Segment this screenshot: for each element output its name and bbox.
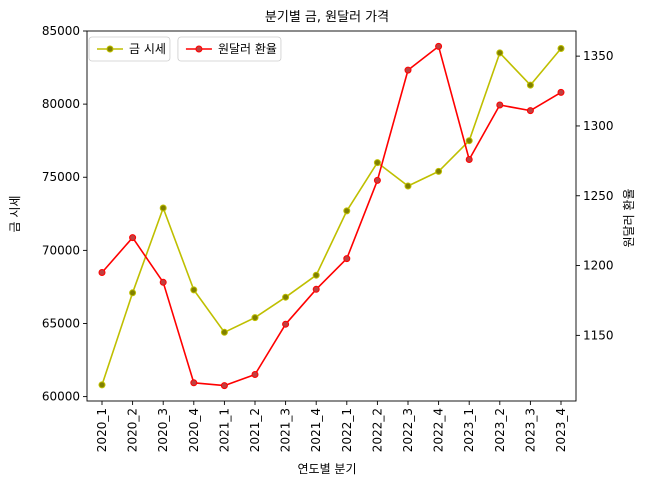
data-point-0-15 [557, 45, 565, 52]
x-tick-label-11: 2022_4 [432, 408, 446, 452]
x-tick-label-12: 2023_1 [462, 408, 476, 452]
data-point-0-7 [312, 271, 320, 279]
x-axis-label: 연도별 분기 [297, 462, 356, 476]
legend-label-0: 금 시세 [129, 42, 166, 56]
data-point-1-6 [282, 320, 290, 328]
legend: 금 시세 원달러 환율 [88, 36, 282, 62]
data-point-0-10 [404, 182, 412, 190]
data-point-1-2 [159, 278, 167, 286]
y-right-tick-label-1: 1200 [583, 259, 614, 273]
data-point-0-12 [465, 137, 473, 145]
data-point-1-8 [343, 255, 351, 263]
y-axis-right-label: 원달러 환율 [622, 188, 636, 247]
y-right-tick-label-3: 1300 [583, 119, 614, 133]
x-tick-label-6: 2021_3 [279, 408, 293, 452]
data-point-0-1 [129, 289, 137, 297]
data-point-1-10 [404, 66, 412, 74]
x-tick-label-8: 2022_1 [340, 408, 354, 452]
legend-marker-1 [195, 45, 203, 53]
data-point-0-14 [526, 81, 534, 89]
legend-label-1: 원달러 환율 [218, 42, 277, 56]
data-point-1-5 [251, 371, 259, 378]
data-point-1-7 [312, 285, 320, 293]
legend-entry-1: 원달러 환율 [177, 36, 282, 62]
data-point-0-6 [282, 293, 290, 301]
data-point-1-1 [129, 234, 137, 242]
data-point-0-13 [496, 49, 504, 57]
x-tick-label-3: 2020_4 [187, 408, 201, 452]
x-tick-label-10: 2022_3 [401, 408, 415, 452]
y-left-tick-label-0: 60000 [42, 390, 80, 404]
data-point-0-8 [343, 207, 351, 215]
x-tick-label-14: 2023_3 [523, 408, 537, 452]
y-left-tick-label-5: 85000 [42, 24, 80, 38]
data-point-1-4 [220, 382, 228, 390]
data-point-0-2 [159, 204, 167, 212]
plot-frame [86, 30, 577, 402]
y-left-tick-label-4: 80000 [42, 97, 80, 111]
y-left-tick-label-2: 70000 [42, 243, 80, 257]
y-axis-left-label: 금 시세 [8, 196, 22, 233]
x-tick-label-9: 2022_2 [370, 408, 384, 452]
series-line-1 [101, 45, 562, 387]
data-point-0-3 [190, 286, 198, 294]
x-tick-label-1: 2020_2 [126, 408, 140, 452]
x-tick-label-4: 2021_1 [217, 408, 231, 452]
x-tick-label-2: 2020_3 [156, 408, 170, 452]
y-left-tick-label-3: 75000 [42, 170, 80, 184]
data-point-0-4 [220, 328, 228, 336]
data-point-1-3 [190, 379, 198, 387]
legend-box-0 [88, 36, 171, 62]
x-tick-label-15: 2023_4 [554, 408, 568, 452]
axes: 60000 65000 70000 75000 80000 85000 1150 1200 12… [42, 24, 614, 452]
data-point-0-5 [251, 314, 259, 322]
legend-marker-0 [106, 45, 114, 53]
data-point-0-11 [435, 167, 443, 175]
data-point-0-9 [373, 159, 381, 167]
data-point-1-12 [465, 156, 473, 163]
x-tick-label-5: 2021_2 [248, 408, 262, 452]
data-point-1-14 [526, 107, 534, 115]
plot-area [98, 42, 565, 390]
data-point-0-0 [98, 381, 106, 389]
data-point-1-0 [98, 269, 106, 276]
legend-box-1 [177, 36, 282, 62]
x-tick-label-13: 2023_2 [493, 408, 507, 452]
y-right-tick-label-2: 1250 [583, 189, 614, 203]
data-point-1-13 [496, 101, 504, 109]
legend-entry-0: 금 시세 [88, 36, 171, 62]
data-point-1-11 [435, 42, 443, 50]
y-right-tick-label-0: 1150 [583, 328, 614, 342]
series-line-0 [101, 47, 562, 386]
x-tick-label-7: 2021_4 [309, 408, 323, 452]
data-point-1-9 [373, 176, 381, 184]
chart-title: 분기별 금, 원달러 가격 [265, 10, 389, 25]
y-right-tick-label-4: 1350 [583, 49, 614, 63]
y-left-tick-label-1: 65000 [42, 316, 80, 330]
x-tick-label-0: 2020_1 [95, 408, 109, 452]
data-point-1-15 [557, 88, 565, 96]
